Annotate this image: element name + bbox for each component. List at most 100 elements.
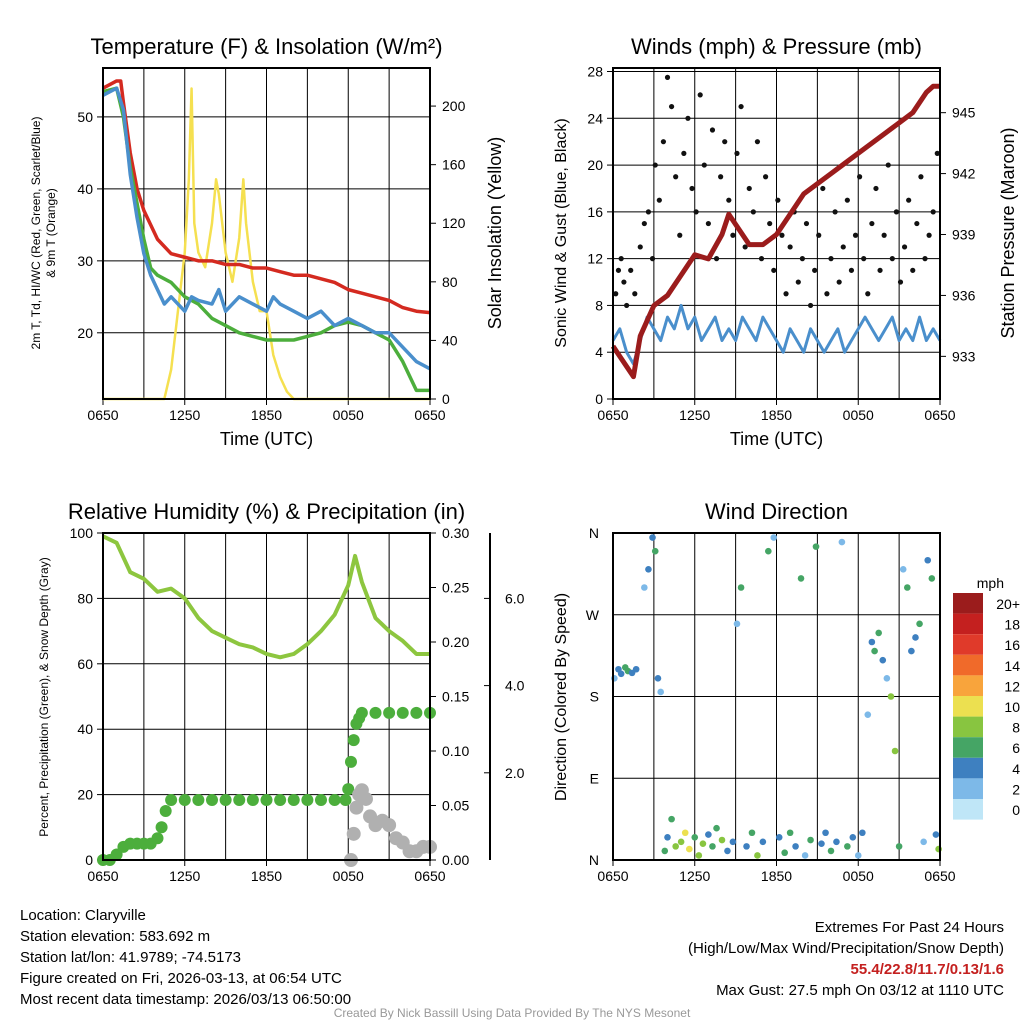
point-precipitation xyxy=(151,832,164,845)
direction-point xyxy=(801,852,809,859)
dir-title: Wind Direction xyxy=(705,499,848,524)
direction-point xyxy=(871,647,878,655)
point-gust xyxy=(615,267,622,273)
point-gust xyxy=(637,244,643,250)
point-precipitation xyxy=(206,794,218,807)
series-station-pressure xyxy=(610,83,940,380)
wind-y2label: Station Pressure (Maroon) xyxy=(998,127,1018,338)
point-gust xyxy=(812,267,818,273)
point-precipitation xyxy=(355,706,368,719)
wind-title: Winds (mph) & Pressure (mb) xyxy=(631,34,922,59)
direction-point xyxy=(641,584,648,591)
point-gust xyxy=(832,209,838,215)
direction-point xyxy=(677,838,685,846)
direction-point xyxy=(891,747,899,755)
x-tick-label: 0650 xyxy=(414,868,445,884)
direction-point xyxy=(681,829,689,837)
point-gust xyxy=(645,209,652,215)
point-gust xyxy=(852,232,859,238)
colorbar-label: 10 xyxy=(1004,699,1020,715)
direction-point xyxy=(932,831,940,838)
y2-tick-label: 936 xyxy=(952,287,976,303)
y-tick-label: N xyxy=(589,852,599,868)
x-tick-label: 1850 xyxy=(761,868,792,884)
point-precipitation xyxy=(219,794,232,807)
point-gust xyxy=(641,220,647,227)
point-gust xyxy=(693,209,699,215)
x-tick-label: 1250 xyxy=(679,407,710,423)
x-tick-label: 1850 xyxy=(251,407,282,423)
temp-ylabel: 2m T, Td, HI/WC (Red, Green, Scarlet/Blu… xyxy=(29,117,43,350)
direction-point xyxy=(759,838,767,846)
y2-tick-label: 0.25 xyxy=(442,580,469,596)
colorbar-swatch xyxy=(953,696,983,717)
y2-tick-label: 120 xyxy=(442,215,466,231)
y2-tick-label: 40 xyxy=(442,332,458,348)
point-precipitation xyxy=(178,794,191,807)
point-gust xyxy=(681,150,687,156)
y2-tick-label: 160 xyxy=(442,157,466,173)
point-gust xyxy=(877,267,883,273)
colorbar-swatch xyxy=(953,593,983,614)
direction-point xyxy=(818,840,825,847)
direction-point xyxy=(649,534,656,541)
point-precipitation xyxy=(339,794,352,807)
y2-tick-label: 0.15 xyxy=(442,689,469,705)
direction-point xyxy=(699,840,707,847)
temp-title: Temperature (F) & Insolation (W/m²) xyxy=(90,34,442,59)
y2-tick-label: 0.30 xyxy=(442,525,469,541)
direction-point xyxy=(807,836,814,844)
point-precipitation xyxy=(347,734,360,747)
colorbar-label: 20+ xyxy=(996,596,1020,612)
point-precipitation xyxy=(369,706,382,719)
y3-tick-label: 6.0 xyxy=(505,590,525,606)
colorbar-label: 0 xyxy=(1012,802,1020,818)
direction-point xyxy=(718,836,726,844)
point-gust xyxy=(660,139,667,145)
x-tick-label: 0650 xyxy=(597,407,628,423)
point-precipitation xyxy=(274,794,287,807)
credit: Created By Nick Bassill Using Data Provi… xyxy=(333,1006,691,1020)
point-gust xyxy=(799,256,805,262)
direction-point xyxy=(912,634,919,641)
point-gust xyxy=(767,220,773,227)
point-gust xyxy=(664,74,671,80)
y2-tick-label: 0.00 xyxy=(442,852,469,868)
y-tick-label: 100 xyxy=(70,525,94,541)
temp-ylabel-2: & 9m T (Orange) xyxy=(44,188,58,278)
point-precipitation xyxy=(233,794,246,807)
x-tick-label: 0650 xyxy=(87,407,118,423)
x-tick-label: 0650 xyxy=(924,868,955,884)
point-gust xyxy=(668,103,675,110)
direction-point xyxy=(709,843,716,850)
y-tick-label: N xyxy=(589,525,599,541)
recent-timestamp: Most recent data timestamp: 2026/03/13 0… xyxy=(20,991,352,1008)
point-gust xyxy=(624,302,630,309)
direction-point xyxy=(748,829,756,837)
point-precipitation xyxy=(192,794,205,807)
colorbar-label: 12 xyxy=(1004,678,1020,694)
point-gust xyxy=(697,92,703,98)
point-gust xyxy=(754,139,761,145)
point-gust xyxy=(685,115,691,121)
y2-tick-label: 200 xyxy=(442,98,466,114)
x-tick-label: 1850 xyxy=(761,407,792,423)
colorbar-label: 2 xyxy=(1012,781,1020,797)
rh-title: Relative Humidity (%) & Precipitation (i… xyxy=(68,499,465,524)
point-gust xyxy=(742,244,748,250)
direction-point xyxy=(661,847,669,855)
point-gust xyxy=(779,232,785,238)
point-gust xyxy=(771,267,777,273)
x-tick-label: 0050 xyxy=(843,868,874,884)
point-gust xyxy=(914,220,920,227)
point-gust xyxy=(803,220,810,227)
point-gust xyxy=(885,162,891,168)
y-tick-label: W xyxy=(586,607,600,623)
direction-point xyxy=(668,815,675,823)
x-tick-label: 0650 xyxy=(924,407,955,423)
point-gust xyxy=(758,256,765,262)
point-gust xyxy=(722,139,728,145)
colorbar-label: 8 xyxy=(1012,720,1020,736)
colorbar-swatch xyxy=(953,778,983,799)
